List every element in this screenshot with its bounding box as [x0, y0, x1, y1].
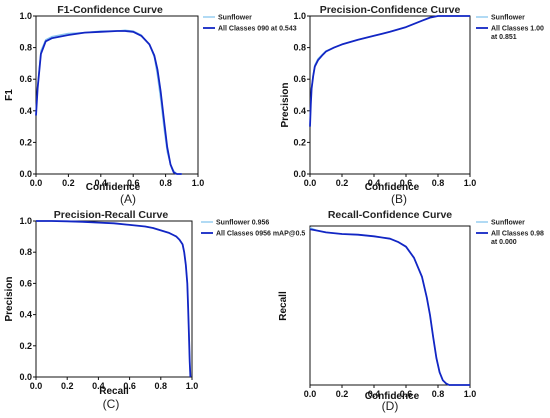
x-tick-label: 0.0 — [304, 389, 317, 399]
y-tick-label: 1.0 — [19, 11, 32, 21]
panel-tag: (D) — [382, 399, 399, 413]
y-tick-label: 0.6 — [293, 74, 306, 84]
x-tick-label: 0.8 — [155, 381, 168, 391]
x-tick-label: 0.2 — [336, 389, 349, 399]
legend-label: Sunflower — [491, 220, 525, 227]
y-axis-label: Precision — [4, 276, 15, 321]
legend-label: All Classes 0.98 — [491, 231, 544, 238]
x-axis-label: Confidence — [365, 391, 420, 402]
y-axis-label: F1 — [4, 89, 15, 101]
legend-label: All Classes 090 at 0.543 — [218, 26, 297, 33]
y-tick-label: 0.4 — [293, 106, 306, 116]
chart-panel-d: Recall-Confidence Curve 0.0 0.2 0.4 0.6 0.8 1.… — [278, 209, 544, 413]
x-tick-label: 1.0 — [192, 178, 205, 188]
plot-frame — [35, 15, 199, 175]
x-tick-label: 0.0 — [304, 178, 317, 188]
legend-label: All Classes 0956 mAP@0.5 — [216, 231, 305, 238]
legend: Sunflower 0.956 All Classes 0956 mAP@0.5 — [201, 220, 305, 238]
x-tick-label: 0.4 — [95, 178, 108, 188]
y-tick-label: 0.6 — [19, 74, 32, 84]
y-tick-label: 1.0 — [293, 11, 306, 21]
x-tick-label: 0.6 — [400, 178, 413, 188]
y-axis-label: Precision — [280, 82, 291, 127]
x-tick-label: 0.0 — [30, 178, 43, 188]
x-axis-label: Confidence — [86, 182, 141, 193]
y-tick-label: 0.2 — [19, 137, 32, 147]
x-tick-label: 1.0 — [464, 389, 477, 399]
y-tick-label: 0.8 — [19, 247, 32, 257]
plot-frame — [309, 15, 471, 175]
series-line-all-classes — [309, 228, 470, 386]
legend-label: Sunflower — [491, 15, 525, 22]
x-tick-label: 0.2 — [336, 178, 349, 188]
legend-label: Sunflower 0.956 — [216, 220, 269, 227]
x-tick-label: 0.8 — [432, 389, 445, 399]
y-tick-label: 0.0 — [19, 169, 32, 179]
chart-title: Precision-Recall Curve — [54, 209, 169, 221]
series-line-sunflower — [35, 29, 182, 175]
x-tick-label: 1.0 — [186, 381, 199, 391]
x-tick-label: 0.6 — [123, 381, 136, 391]
y-tick-label: 0.8 — [19, 43, 32, 53]
x-tick-label: 1.0 — [464, 178, 477, 188]
panel-tag: (A) — [120, 192, 136, 206]
x-tick-label: 0.4 — [368, 178, 381, 188]
plot-frame — [309, 225, 471, 386]
series-line-all-classes — [36, 220, 192, 378]
series-line-sunflower — [309, 226, 470, 386]
y-tick-label: 0.8 — [293, 43, 306, 53]
x-tick-label: 0.4 — [92, 381, 105, 391]
legend: Sunflower All Classes 090 at 0.543 — [203, 15, 297, 33]
x-tick-label: 0.0 — [30, 381, 43, 391]
plot-frame — [35, 220, 193, 378]
legend-label-cont: at 0.000 — [491, 239, 517, 246]
legend-label: All Classes 1.00 — [491, 26, 544, 33]
series-line-all-classes — [35, 30, 182, 175]
x-tick-label: 0.2 — [61, 381, 74, 391]
y-axis-label: Recall — [278, 291, 289, 321]
y-tick-label: 1.0 — [19, 216, 32, 226]
legend-label-cont: at 0.851 — [491, 34, 517, 41]
chart-panel-b: Precision-Confidence Curve 0.0 0.2 0.4 0.6 0.… — [280, 4, 544, 206]
chart-title: F1-Confidence Curve — [57, 4, 163, 16]
y-tick-label: 0.2 — [19, 341, 32, 351]
chart-title: Recall-Confidence Curve — [328, 209, 452, 221]
x-axis-label: Confidence — [365, 182, 420, 193]
x-axis-label: Recall — [99, 386, 129, 397]
legend-label: Sunflower — [218, 15, 252, 22]
y-tick-label: 0.6 — [19, 278, 32, 288]
series-line-all-classes — [309, 15, 470, 127]
y-tick-label: 0.4 — [19, 106, 32, 116]
chart-panel-a: F1-Confidence Curve 0.0 0.2 0.4 0.6 0.8 1.0 0.0… — [4, 4, 297, 206]
y-tick-label: 0.0 — [19, 372, 32, 382]
x-tick-label: 0.6 — [127, 178, 140, 188]
panel-tag: (C) — [103, 397, 120, 411]
chart-panel-c: Precision-Recall Curve 0.0 0.2 0.4 0.6 0.8 1.0… — [4, 209, 305, 411]
y-tick-label: 0.2 — [293, 137, 306, 147]
series-line-sunflower — [36, 220, 192, 378]
x-tick-label: 0.4 — [368, 389, 381, 399]
x-tick-label: 0.6 — [400, 389, 413, 399]
y-tick-label: 0.4 — [19, 310, 32, 320]
x-tick-label: 0.2 — [62, 178, 75, 188]
panel-tag: (B) — [391, 192, 407, 206]
chart-title: Precision-Confidence Curve — [320, 4, 461, 16]
y-tick-label: 0.0 — [293, 169, 306, 179]
x-tick-label: 0.8 — [432, 178, 445, 188]
x-tick-label: 0.8 — [159, 178, 172, 188]
